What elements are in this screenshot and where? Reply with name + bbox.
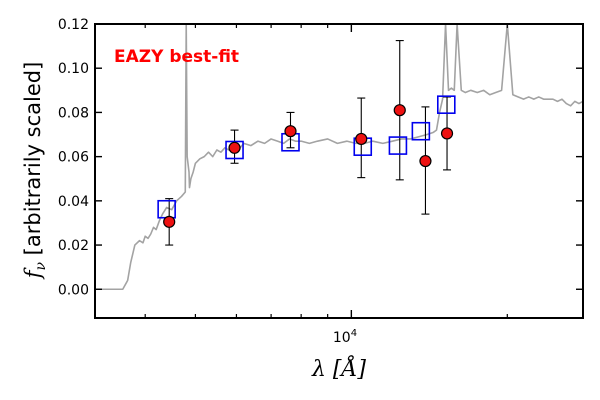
y-axis-title: fν [arbitrarily scaled] [21,62,49,281]
observed-point [228,141,241,154]
model-spectrum-line [95,24,583,291]
template-square [225,140,244,160]
observed-point [419,154,432,168]
y-axis-sub: ν [33,262,49,271]
x-axis-title: λ [Å] [311,354,366,382]
x-tick-label-10000: 104 [333,328,357,346]
x-tick-exp: 4 [351,328,357,339]
observed-point [284,125,297,138]
observed-point [355,132,368,146]
y-tick-label: 0.04 [58,194,89,210]
y-tick-label: 0.10 [58,61,89,77]
plot-frame [94,23,584,319]
y-tick-label: 0.08 [58,105,89,121]
y-ticks: 0.00 0.02 0.04 0.06 0.08 0.10 0.12 [58,17,583,298]
y-tick-label: 0.12 [58,17,89,33]
y-tick-label: 0.02 [58,238,89,254]
annotation-label: EAZY best-fit [114,47,239,67]
template-square [411,121,431,141]
observed-points [163,104,454,228]
y-axis-symbol: f [21,267,45,280]
observed-point [163,215,176,228]
y-tick-label: 0.00 [58,282,89,298]
x-tick-base: 10 [333,330,351,346]
model-spectrum [95,24,583,291]
template-square [388,136,408,155]
y-tick-label: 0.06 [58,150,89,166]
template-square [436,95,456,114]
y-axis-text: [arbitrarily scaled] [21,62,45,262]
observed-point [440,127,454,140]
observed-point [393,104,406,117]
x-ticks [144,24,508,318]
